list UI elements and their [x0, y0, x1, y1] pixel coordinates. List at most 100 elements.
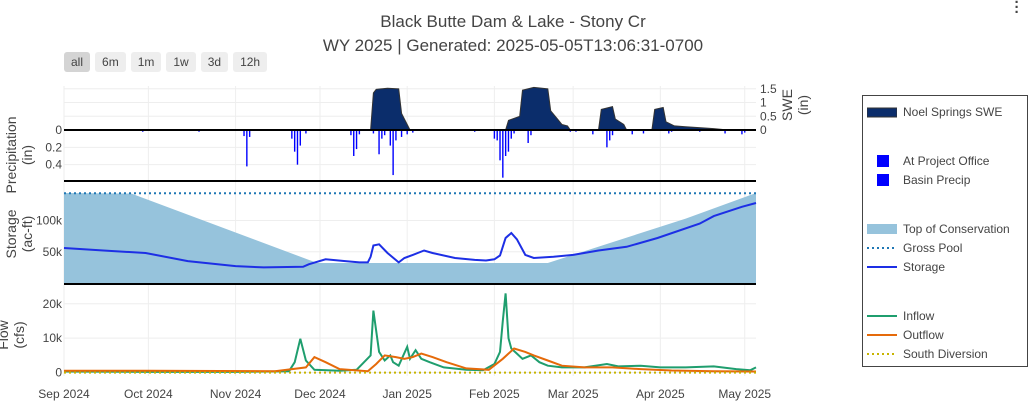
flow-axis-title: Flow(cfs)	[0, 319, 27, 349]
flow-y-tick-label: 20k	[43, 297, 63, 311]
precip-bar	[499, 130, 501, 161]
outflow-line	[64, 347, 757, 373]
legend-swatch	[877, 155, 889, 167]
legend-item-storage[interactable]: Storage	[867, 259, 945, 275]
precip-y-tick-label: 0.2	[45, 140, 62, 154]
top-of-conservation-area	[64, 193, 756, 283]
x-tick-label: Dec 2024	[294, 387, 346, 401]
snow-y-tick-label: 1	[760, 96, 767, 110]
legend-label: Basin Precip	[903, 173, 971, 187]
precip-bar	[350, 130, 352, 136]
legend-item-basin-precip[interactable]: Basin Precip	[867, 172, 970, 188]
precip-bar	[378, 130, 380, 155]
precip-bar	[395, 130, 397, 141]
legend-label: Gross Pool	[903, 241, 963, 255]
storage-line	[63, 202, 757, 269]
range-button-1w[interactable]: 1w	[166, 52, 196, 72]
precip-bar	[724, 130, 726, 134]
legend-item-noel-springs-swe[interactable]: Noel Springs SWE	[867, 104, 1002, 120]
range-button-6m[interactable]: 6m	[95, 52, 126, 72]
precip-y-tick-label: 0	[55, 123, 62, 137]
precip-bar	[293, 130, 296, 152]
legend-swatch	[867, 247, 897, 249]
legend-item-south-diversion[interactable]: South Diversion	[867, 346, 988, 362]
x-tick-label: Jan 2025	[382, 387, 432, 401]
precip-bar	[412, 130, 414, 133]
range-button-12h[interactable]: 12h	[233, 52, 268, 72]
snow-y-tick-label: 0.5	[760, 109, 777, 123]
chart-subtitle: WY 2025 | Generated: 2025-05-05T13:06:31…	[322, 36, 704, 55]
precip-bar	[504, 130, 507, 156]
legend-item-outflow[interactable]: Outflow	[867, 327, 944, 343]
legend-swatch	[867, 315, 897, 317]
precip-bar	[606, 130, 608, 148]
storage-y-tick-label: 100k	[36, 214, 63, 228]
precip-bar	[358, 130, 361, 135]
precip-bar	[741, 130, 743, 135]
precip-bar	[611, 130, 614, 136]
precip-bar	[355, 130, 358, 150]
precip-bar	[383, 130, 386, 136]
x-tick-label: Feb 2025	[469, 387, 520, 401]
legend-item-inflow[interactable]: Inflow	[867, 308, 934, 324]
range-button-all[interactable]: all	[64, 52, 91, 72]
precip-bar	[400, 130, 403, 137]
range-button-3d[interactable]: 3d	[200, 52, 229, 72]
axes: Sep 2024 Oct 2024 Nov 2024 Dec 2024 Jan 2025…	[0, 82, 811, 401]
precip-bar	[510, 130, 512, 139]
precip-bar	[372, 130, 375, 134]
precip-bar	[305, 130, 307, 134]
snow-panel	[370, 86, 728, 131]
legend: Noel Springs SWE At Project Office Basin…	[862, 95, 1028, 367]
precip-bar	[744, 130, 746, 133]
legend-label: Inflow	[903, 309, 935, 323]
legend-swatch	[867, 107, 897, 118]
precip-bar	[592, 130, 594, 135]
storage-axis-title: Storage(ac-ft)	[3, 209, 35, 258]
vertical-ellipsis-icon[interactable]: · · ·	[1014, 0, 1020, 21]
precip-bar	[246, 130, 248, 167]
x-tick-label: May 2025	[718, 387, 771, 401]
precip-bar	[299, 130, 301, 146]
precip-bar	[496, 130, 498, 141]
x-tick-label: Apr 2025	[636, 387, 685, 401]
precip-bar	[296, 130, 299, 165]
legend-label: Noel Springs SWE	[903, 105, 1003, 119]
precip-bar	[502, 130, 504, 178]
legend-label: Storage	[903, 260, 946, 274]
legend-swatch	[877, 174, 889, 186]
chart-title: Black Butte Dam & Lake - Stony Cr	[380, 12, 646, 31]
precip-bar	[392, 130, 394, 176]
precip-bar	[353, 130, 355, 156]
legend-swatch	[867, 334, 897, 336]
legend-item-top-of-conservation[interactable]: Top of Conservation	[867, 221, 1010, 237]
precip-bar	[507, 130, 510, 152]
precip-bar	[631, 130, 633, 135]
swe-axis-title: SWE(in)	[779, 89, 811, 121]
range-button-1m[interactable]: 1m	[130, 52, 162, 72]
legend-item-at-project-office[interactable]: At Project Office	[867, 153, 989, 169]
x-tick-label: Sep 2024	[38, 387, 90, 401]
swe-area	[370, 86, 728, 131]
legend-item-gross-pool[interactable]: Gross Pool	[867, 240, 962, 256]
precip-bar	[291, 130, 293, 139]
precip-bar	[530, 130, 532, 136]
storage-panel	[63, 192, 757, 283]
precip-bar	[243, 130, 245, 137]
flow-y-tick-label: 10k	[43, 331, 63, 345]
legend-label: Outflow	[903, 328, 944, 342]
legend-swatch	[867, 353, 897, 355]
precip-y-tick-label: 0.4	[45, 158, 62, 172]
precip-axis-title: Precipitation(in)	[3, 116, 35, 193]
precip-bar	[642, 130, 645, 134]
range-selector: all 6m 1m 1w 3d 12h	[64, 52, 268, 72]
flow-y-tick-label: 0	[55, 366, 62, 380]
precip-bar	[493, 130, 496, 139]
precip-bar	[668, 130, 670, 134]
snow-y-tick-label: 0	[760, 123, 767, 137]
storage-y-tick-label: 50k	[43, 245, 63, 259]
precip-bar	[513, 130, 515, 134]
precip-panel	[142, 130, 746, 178]
